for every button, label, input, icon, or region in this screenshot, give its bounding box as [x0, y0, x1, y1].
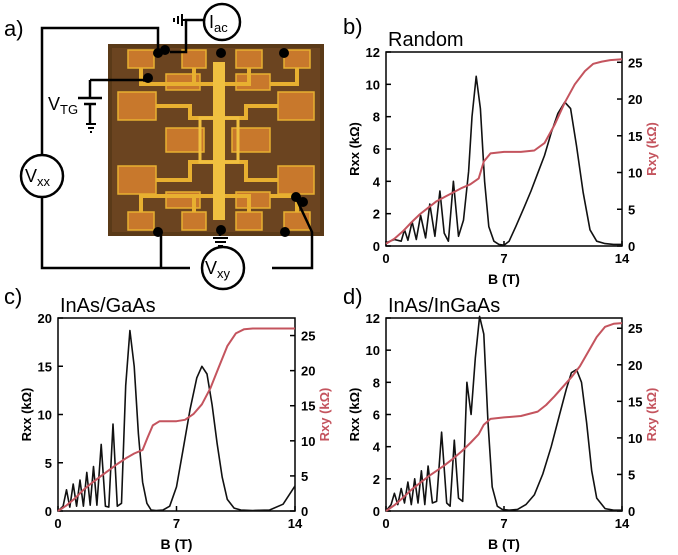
y-right-tick-label: 25 — [628, 55, 642, 70]
y-left-tick-label: 0 — [45, 504, 52, 519]
y-right-tick-label: 25 — [628, 321, 642, 336]
rxy-line — [57, 327, 295, 512]
panel-letter: c) — [4, 284, 22, 309]
rxx-line — [57, 329, 296, 512]
y-left-tick-label: 8 — [373, 110, 380, 125]
panel-letter: b) — [343, 14, 363, 39]
x-tick-label: 7 — [173, 516, 180, 531]
chart-title: Random — [388, 29, 464, 51]
panel-a-letter: a) — [4, 16, 24, 41]
x-tick-label: 14 — [615, 516, 630, 531]
y-left-tick-label: 12 — [366, 311, 380, 326]
label-vxx: Vxx — [25, 166, 51, 189]
label-vtg: VTG — [48, 94, 78, 117]
y-right-tick-label: 15 — [628, 394, 642, 409]
x-tick-label: 7 — [500, 251, 507, 266]
x-tick-label: 7 — [500, 516, 507, 531]
y-right-tick-label: 10 — [301, 434, 315, 449]
y-left-axis-label: Rxx (kΩ) — [347, 388, 362, 442]
y-left-tick-label: 15 — [38, 359, 52, 374]
current-source-circle — [202, 2, 242, 42]
y-right-tick-label: 0 — [301, 504, 308, 519]
circuit-wires — [40, 18, 314, 270]
y-right-tick-label: 20 — [628, 358, 642, 373]
y-left-tick-label: 5 — [45, 456, 52, 471]
x-tick-label: 0 — [382, 251, 389, 266]
y-right-tick-label: 5 — [628, 467, 635, 482]
x-axis-label: B (T) — [488, 536, 520, 552]
y-right-tick-label: 0 — [628, 239, 635, 254]
panel-a: a) — [4, 2, 324, 291]
y-right-axis-label: Rxy (kΩ) — [317, 388, 332, 442]
chart-title: InAs/GaAs — [60, 295, 156, 317]
y-left-tick-label: 12 — [366, 45, 380, 60]
rxy-line — [385, 322, 623, 512]
y-left-tick-label: 8 — [373, 375, 380, 390]
y-right-tick-label: 15 — [628, 129, 642, 144]
y-left-tick-label: 2 — [373, 472, 380, 487]
y-right-tick-label: 20 — [628, 92, 642, 107]
rxx-line — [385, 75, 622, 246]
y-right-tick-label: 10 — [628, 166, 642, 181]
y-right-axis-label: Rxy (kΩ) — [644, 122, 659, 176]
y-right-tick-label: 0 — [628, 504, 635, 519]
vxy-meter-circle — [200, 245, 246, 291]
y-left-tick-label: 10 — [366, 343, 380, 358]
contact-dots — [143, 45, 308, 237]
y-left-axis-label: Rxx (kΩ) — [347, 122, 362, 176]
device-chip-image — [108, 44, 324, 236]
y-right-tick-label: 15 — [301, 399, 315, 414]
y-left-tick-label: 4 — [373, 440, 381, 455]
y-left-tick-label: 20 — [38, 311, 52, 326]
panel-letter: d) — [343, 284, 363, 309]
label-iac: Iac — [209, 12, 228, 35]
x-tick-label: 14 — [615, 251, 630, 266]
vxx-meter-circle — [19, 153, 65, 199]
y-left-tick-label: 4 — [373, 174, 381, 189]
y-right-tick-label: 10 — [628, 431, 642, 446]
y-right-tick-label: 5 — [628, 202, 635, 217]
x-tick-label: 0 — [54, 516, 61, 531]
y-left-tick-label: 10 — [38, 408, 52, 423]
label-vxy: Vxy — [205, 258, 231, 281]
y-right-axis-label: Rxy (kΩ) — [644, 388, 659, 442]
gate-voltage-source — [78, 96, 102, 112]
y-left-tick-label: 0 — [373, 239, 380, 254]
y-right-tick-label: 5 — [301, 469, 308, 484]
y-left-tick-label: 0 — [373, 504, 380, 519]
x-axis-label: B (T) — [488, 271, 520, 287]
y-left-axis-label: Rxx (kΩ) — [19, 388, 34, 442]
y-left-tick-label: 2 — [373, 207, 380, 222]
x-tick-label: 14 — [288, 516, 303, 531]
y-left-tick-label: 10 — [366, 77, 380, 92]
y-right-tick-label: 20 — [301, 364, 315, 379]
x-axis-label: B (T) — [161, 536, 193, 552]
chart-title: InAs/InGaAs — [388, 295, 500, 317]
y-right-tick-label: 25 — [301, 329, 315, 344]
y-left-tick-label: 6 — [373, 142, 380, 157]
rxy-line — [385, 58, 623, 245]
y-left-tick-label: 6 — [373, 408, 380, 423]
x-tick-label: 0 — [382, 516, 389, 531]
